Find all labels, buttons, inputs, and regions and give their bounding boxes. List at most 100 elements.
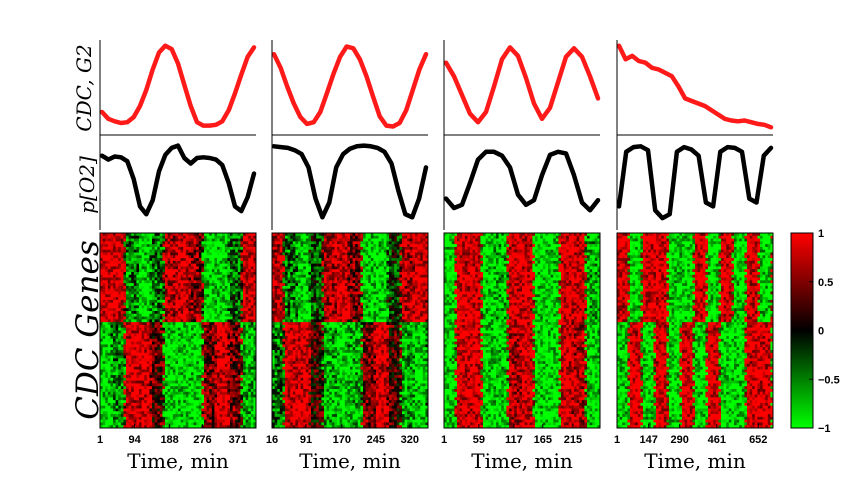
heatmap-cell [157, 263, 161, 267]
heatmap-cell [172, 263, 176, 267]
heatmap-cell [183, 416, 187, 421]
heatmap-cell [105, 260, 109, 265]
heatmap-cell [162, 291, 166, 295]
heatmap-cell [368, 258, 372, 262]
heatmap-cell [224, 366, 228, 370]
heatmap-cell [188, 311, 192, 315]
heatmap-cell [162, 389, 166, 393]
heatmap-cell [191, 269, 194, 273]
heatmap-cell [206, 302, 210, 306]
heatmap-cell [209, 355, 213, 359]
heatmap-cell [136, 266, 140, 270]
heatmap-cell [347, 244, 351, 248]
heatmap-cell [110, 322, 114, 326]
heatmap-cell [409, 255, 413, 259]
heatmap-cell [180, 302, 184, 306]
heatmap-cell [240, 252, 244, 256]
heatmap-cell [105, 313, 109, 317]
heatmap-cell [282, 238, 286, 242]
heatmap-cell [240, 352, 244, 356]
heatmap-cell [110, 294, 114, 298]
heatmap-cell [227, 369, 231, 373]
heatmap-cell [409, 246, 413, 251]
heatmap-cell [245, 397, 249, 401]
heatmap-cell [250, 394, 254, 398]
heatmap-cell [136, 372, 140, 376]
heatmap-cell [224, 383, 228, 387]
heatmap-cell [141, 258, 145, 262]
heatmap-cell [214, 336, 218, 340]
heatmap-cell [136, 294, 140, 298]
heatmap-cell [420, 255, 424, 259]
heatmap-cell [139, 336, 142, 340]
heatmap-cell [128, 299, 132, 304]
heatmap-cell [243, 280, 246, 284]
heatmap-cell [253, 402, 257, 407]
heatmap-cell [100, 244, 103, 248]
heatmap-cell [201, 324, 205, 329]
heatmap-cell [237, 319, 241, 323]
heatmap-cell [185, 408, 189, 412]
heatmap-cell [144, 263, 148, 267]
heatmap-cell [339, 249, 343, 253]
heatmap-cell [209, 283, 213, 287]
heatmap-cell [298, 238, 301, 242]
heatmap-cell [120, 372, 124, 376]
heatmap-cell [118, 336, 122, 340]
heatmap-cell [412, 260, 416, 265]
heatmap-cell [126, 358, 129, 362]
heatmap-cell [144, 288, 148, 292]
heatmap-cell [206, 308, 210, 312]
heatmap-cell [383, 263, 387, 267]
heatmap-cell [285, 252, 288, 256]
heatmap-cell [105, 366, 109, 370]
heatmap-cell [144, 299, 148, 304]
heatmap-cell [170, 383, 174, 387]
heatmap-cell [120, 375, 124, 379]
heatmap-cell [232, 302, 236, 306]
heatmap-cell [180, 338, 184, 343]
heatmap-cell [126, 416, 129, 421]
heatmap-cell [211, 416, 215, 421]
heatmap-cell [128, 397, 132, 401]
heatmap-cell [102, 402, 106, 407]
heatmap-cell [363, 246, 366, 251]
heatmap-cell [222, 411, 226, 415]
heatmap-cell [193, 274, 197, 278]
heatmap-cell [118, 308, 122, 312]
heatmap-cell [227, 408, 231, 412]
heatmap-cell [149, 336, 153, 340]
heatmap-cell [204, 246, 207, 251]
heatmap-cell [188, 389, 192, 393]
heatmap-cell [248, 414, 252, 418]
heatmap-cell [300, 260, 304, 265]
heatmap-cell [235, 411, 239, 415]
heatmap-cell [230, 347, 233, 351]
heatmap-cell [245, 235, 249, 239]
heatmap-cell [126, 249, 129, 253]
heatmap-cell [422, 260, 426, 265]
heatmap-cell [224, 411, 228, 415]
heatmap-cell [123, 313, 127, 317]
heatmap-cell [162, 280, 166, 284]
heatmap-cell [172, 425, 176, 429]
heatmap-cell [133, 288, 137, 292]
heatmap-cell [230, 263, 233, 267]
heatmap-cell [253, 336, 257, 340]
heatmap-cell [240, 366, 244, 370]
heatmap-cell [110, 249, 114, 253]
heatmap-cell [100, 283, 103, 287]
heatmap-cell [123, 355, 127, 359]
heatmap-cell [149, 244, 153, 248]
heatmap-cell [123, 258, 127, 262]
heatmap-cell [415, 246, 418, 251]
heatmap-cell [214, 350, 218, 354]
heatmap-frame [99, 232, 257, 429]
heatmap-cell [159, 405, 163, 409]
heatmap-cell [107, 416, 111, 421]
heatmap-cell [196, 400, 200, 404]
heatmap-cell [219, 333, 223, 337]
heatmap-cell [141, 294, 145, 298]
heatmap-cell [102, 369, 106, 373]
heatmap-cell [115, 416, 119, 421]
